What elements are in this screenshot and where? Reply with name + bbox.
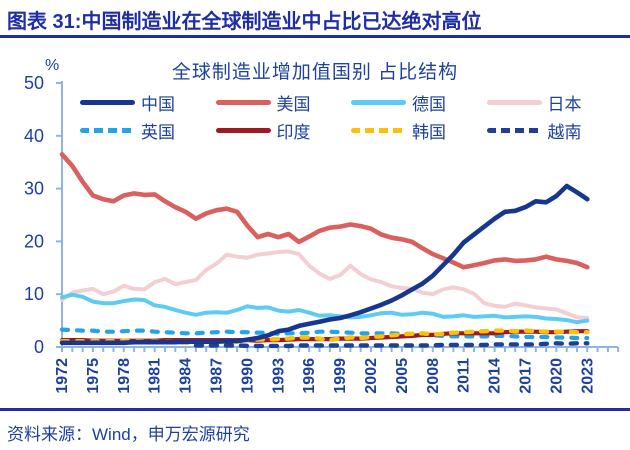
legend-line-swatch-korea	[351, 127, 406, 133]
series-line-china	[59, 183, 590, 346]
chart-title: 全球制造业增加值国别 占比结构	[171, 62, 459, 83]
legend-line-swatch-germany	[351, 99, 406, 105]
y-tick-label: 20	[24, 231, 44, 251]
heading-divider	[0, 35, 630, 38]
y-tick-label: 0	[34, 337, 44, 357]
legend-line-swatch-usa	[215, 99, 271, 105]
legend-line-swatch-japan	[486, 99, 542, 105]
legend-line-swatch-uk	[80, 127, 135, 133]
legend-item-india: 印度	[215, 120, 352, 142]
legend-label: 韩国	[412, 122, 446, 142]
y-tick-label: 40	[24, 126, 44, 146]
figure-heading: 图表 31:中国制造业在全球制造业中占比已达绝对高位	[7, 11, 482, 33]
x-tick-label: 1975	[85, 358, 102, 394]
x-tick-label: 1984	[178, 358, 195, 394]
legend-item-china: 中国	[80, 92, 216, 114]
legend-label: 日本	[547, 94, 582, 114]
x-tick-label: 2017	[518, 358, 535, 394]
legend-item-germany: 德国	[351, 92, 487, 114]
legend-line-swatch-india	[215, 127, 271, 133]
series-line-india	[59, 329, 590, 343]
series-line-germany	[60, 292, 590, 325]
x-tick-label: 1981	[147, 358, 164, 394]
legend-item-japan: 日本	[486, 92, 623, 114]
x-tick-label: 1978	[116, 358, 133, 394]
source-divider	[0, 408, 630, 411]
x-tick-label: 1972	[54, 358, 71, 394]
x-tick-label: 2020	[548, 358, 565, 394]
series-line-usa	[59, 152, 590, 270]
legend-label: 中国	[141, 94, 175, 114]
legend-line-swatch-china	[80, 99, 135, 105]
legend-label: 美国	[276, 94, 311, 114]
x-tick-label: 1999	[332, 358, 349, 394]
legend-label: 印度	[276, 122, 311, 142]
x-tick-label: 2023	[579, 358, 596, 394]
x-tick-label: 2002	[363, 358, 380, 394]
x-tick-label: 2008	[425, 358, 442, 394]
legend-item-vietnam: 越南	[486, 120, 623, 142]
source-note: 资料来源：Wind，申万宏源研究	[7, 425, 250, 444]
x-tick-label: 2014	[487, 358, 504, 394]
legend-line-swatch-vietnam	[486, 127, 542, 133]
series-line-uk	[59, 327, 590, 341]
y-tick-label: 30	[24, 179, 44, 199]
x-tick-label: 2005	[394, 358, 411, 394]
x-tick-label: 2011	[456, 358, 473, 393]
x-tick-label: 1993	[270, 358, 287, 394]
series-line-japan	[60, 249, 590, 320]
legend-item-korea: 韩国	[351, 120, 487, 142]
legend-item-usa: 美国	[215, 92, 352, 114]
series-line-korea	[59, 328, 590, 345]
legend-item-uk: 英国	[80, 120, 216, 142]
chart-legend: 中国 美国 德国 日本 英国 印度 韩国 越南	[80, 92, 623, 142]
legend-label: 英国	[141, 122, 175, 142]
x-tick-label: 1987	[209, 358, 226, 394]
y-tick-label: 10	[24, 284, 44, 304]
series-line-vietnam	[193, 341, 590, 349]
x-tick-label: 1996	[301, 358, 318, 394]
legend-label: 越南	[547, 122, 582, 142]
x-tick-label: 1990	[239, 358, 256, 394]
legend-label: 德国	[412, 94, 446, 114]
